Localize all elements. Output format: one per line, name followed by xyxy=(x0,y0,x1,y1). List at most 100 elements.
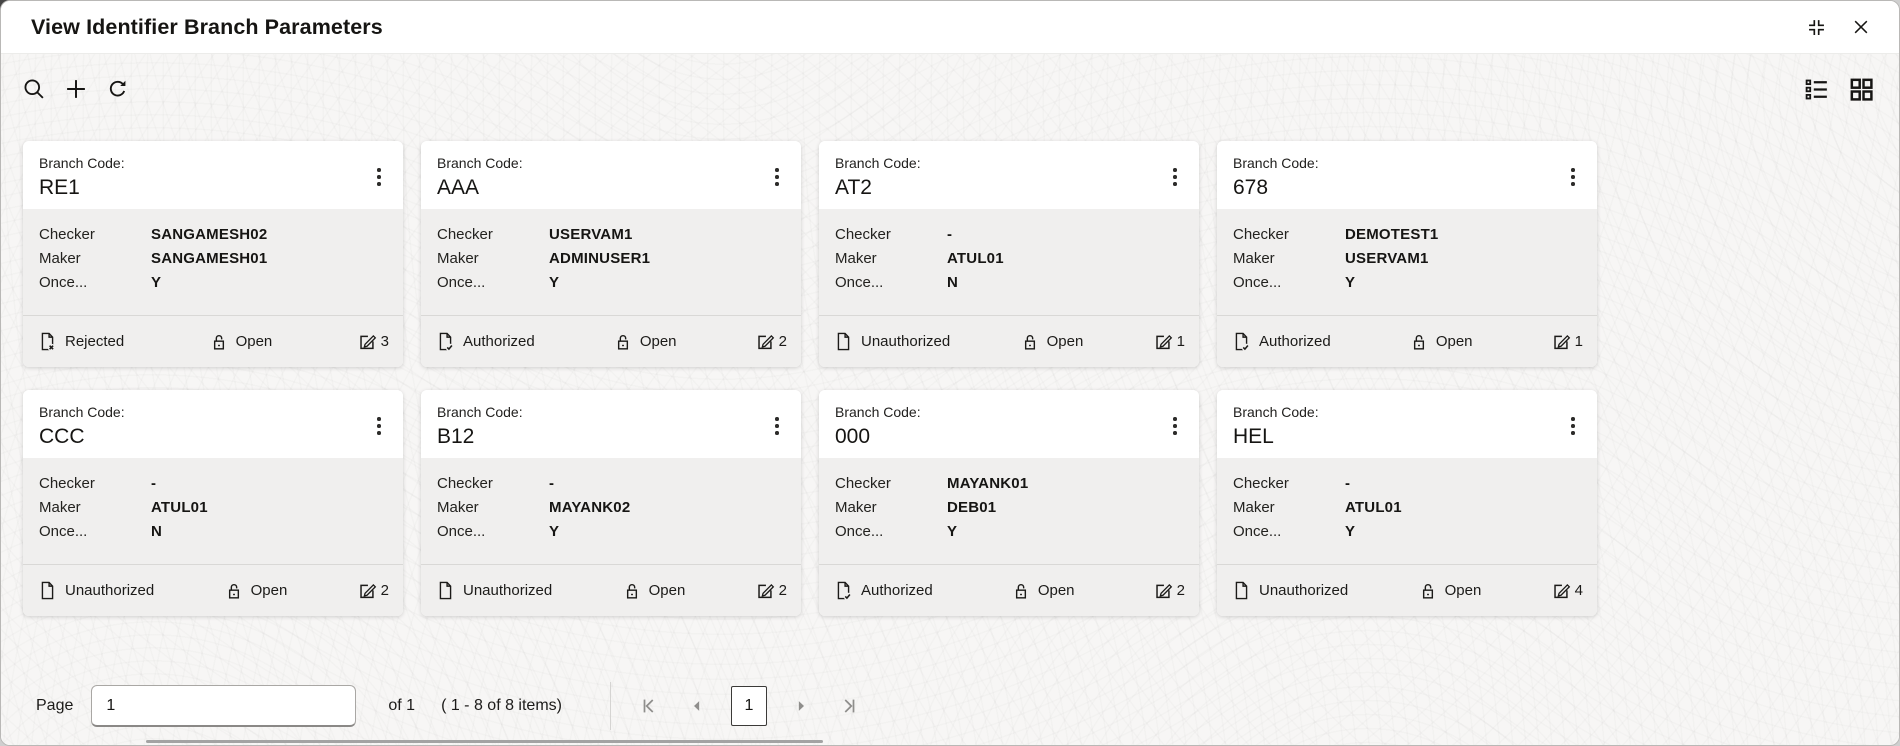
record-status-badge: Open xyxy=(1011,581,1075,601)
card-body: Checker MAYANK01 Maker DEB01 Once... Y xyxy=(819,458,1199,564)
last-page-button[interactable] xyxy=(835,693,861,719)
edit-icon xyxy=(1153,331,1174,352)
plus-icon xyxy=(63,76,89,102)
checker-row: Checker - xyxy=(1233,472,1581,496)
card-menu-button[interactable] xyxy=(369,413,389,439)
branch-code-value: CCC xyxy=(39,425,85,448)
record-status-text: Open xyxy=(1444,582,1482,599)
view-toggle xyxy=(1803,76,1875,103)
next-page-button[interactable] xyxy=(789,694,813,718)
authorization-status-text: Unauthorized xyxy=(65,582,155,599)
maker-row: Maker MAYANK02 xyxy=(437,496,785,520)
card-menu-button[interactable] xyxy=(767,413,787,439)
record-status-badge: Open xyxy=(1020,332,1083,352)
list-view-button[interactable] xyxy=(1803,76,1830,103)
card-footer: Unauthorized Open 4 xyxy=(1217,564,1597,616)
card-menu-button[interactable] xyxy=(1563,164,1583,190)
page-of-text: of 1 xyxy=(388,697,416,714)
first-page-icon xyxy=(639,695,661,717)
edit-icon xyxy=(755,331,776,352)
authorization-status-badge: Rejected xyxy=(37,331,124,352)
branch-card-AAA[interactable]: Branch Code: AAA Checker USERVAM1 Maker … xyxy=(421,141,801,367)
card-header: Branch Code: AAA xyxy=(421,141,801,209)
record-status-text: Open xyxy=(1037,582,1075,599)
once-label: Once... xyxy=(835,274,884,291)
authorization-status-text: Authorized xyxy=(861,582,933,599)
branch-card-CCC[interactable]: Branch Code: CCC Checker - Maker ATUL01 … xyxy=(23,390,403,616)
modification-count-text: 1 xyxy=(1574,333,1583,350)
toolbar-actions xyxy=(21,76,130,102)
branch-card-AT2[interactable]: Branch Code: AT2 Checker - Maker ATUL01 … xyxy=(819,141,1199,367)
branch-card-HEL[interactable]: Branch Code: HEL Checker - Maker ATUL01 … xyxy=(1217,390,1597,616)
card-header: Branch Code: 678 xyxy=(1217,141,1597,209)
card-body: Checker SANGAMESH02 Maker SANGAMESH01 On… xyxy=(23,209,403,315)
grid-view-button[interactable] xyxy=(1848,76,1875,103)
page-number-input[interactable] xyxy=(91,685,357,727)
branch-code-label: Branch Code: xyxy=(39,404,125,420)
grid-view-icon xyxy=(1848,76,1875,103)
maker-label: Maker xyxy=(437,250,479,267)
previous-page-button[interactable] xyxy=(685,694,709,718)
maker-row: Maker ATUL01 xyxy=(39,496,387,520)
horizontal-scrollbar-thumb[interactable] xyxy=(146,740,823,743)
record-status-text: Open xyxy=(235,333,273,350)
card-menu-button[interactable] xyxy=(1165,413,1185,439)
card-footer: Authorized Open 1 xyxy=(1217,315,1597,367)
close-window-button[interactable] xyxy=(1851,17,1871,37)
current-page-button[interactable]: 1 xyxy=(730,686,767,726)
authorization-status-badge: Unauthorized xyxy=(1231,580,1348,601)
list-view-icon xyxy=(1803,76,1830,103)
pagination-controls: 1 xyxy=(637,686,861,726)
checker-row: Checker DEMOTEST1 xyxy=(1233,223,1581,247)
maker-label: Maker xyxy=(835,499,877,516)
card-body: Checker - Maker MAYANK02 Once... Y xyxy=(421,458,801,564)
unlock-icon xyxy=(1020,332,1040,352)
collapse-window-button[interactable] xyxy=(1806,17,1827,38)
checker-row: Checker SANGAMESH02 xyxy=(39,223,387,247)
branch-card-RE1[interactable]: Branch Code: RE1 Checker SANGAMESH02 Mak… xyxy=(23,141,403,367)
card-menu-button[interactable] xyxy=(767,164,787,190)
record-status-badge: Open xyxy=(1409,332,1473,352)
record-status-text: Open xyxy=(648,582,686,599)
once-label: Once... xyxy=(835,523,884,540)
authorization-status-badge: Authorized xyxy=(435,331,535,352)
card-header: Branch Code: 000 xyxy=(819,390,1199,458)
first-page-button[interactable] xyxy=(637,693,663,719)
modification-count-badge: 1 xyxy=(1153,331,1185,352)
checker-label: Checker xyxy=(39,475,95,492)
modification-count-text: 1 xyxy=(1176,333,1185,350)
maker-row: Maker ATUL01 xyxy=(835,247,1183,271)
authorization-status-icon xyxy=(1231,580,1252,601)
branch-code-label: Branch Code: xyxy=(835,155,921,171)
unlock-icon xyxy=(224,581,244,601)
authorization-status-text: Unauthorized xyxy=(463,582,553,599)
authorization-status-icon xyxy=(1231,331,1252,352)
card-body: Checker DEMOTEST1 Maker USERVAM1 Once...… xyxy=(1217,209,1597,315)
cards-grid: Branch Code: RE1 Checker SANGAMESH02 Mak… xyxy=(23,141,1899,616)
branch-card-678[interactable]: Branch Code: 678 Checker DEMOTEST1 Maker… xyxy=(1217,141,1597,367)
checker-value: - xyxy=(549,475,555,492)
once-value: Y xyxy=(1345,523,1356,540)
modification-count-badge: 1 xyxy=(1551,331,1583,352)
branch-code-label: Branch Code: xyxy=(1233,404,1319,420)
refresh-button[interactable] xyxy=(105,77,130,102)
card-menu-button[interactable] xyxy=(1563,413,1583,439)
edit-icon xyxy=(357,331,378,352)
checker-value: MAYANK01 xyxy=(947,475,1029,492)
branch-card-B12[interactable]: Branch Code: B12 Checker - Maker MAYANK0… xyxy=(421,390,801,616)
card-menu-button[interactable] xyxy=(1165,164,1185,190)
branch-card-000[interactable]: Branch Code: 000 Checker MAYANK01 Maker … xyxy=(819,390,1199,616)
add-button[interactable] xyxy=(63,76,89,102)
modification-count-badge: 2 xyxy=(357,580,389,601)
once-row: Once... Y xyxy=(835,520,1183,544)
checker-row: Checker MAYANK01 xyxy=(835,472,1183,496)
search-button[interactable] xyxy=(21,76,47,102)
checker-label: Checker xyxy=(437,226,493,243)
modification-count-badge: 2 xyxy=(755,580,787,601)
maker-row: Maker ATUL01 xyxy=(1233,496,1581,520)
unlock-icon xyxy=(209,332,229,352)
modification-count-badge: 2 xyxy=(1153,580,1185,601)
once-value: Y xyxy=(1345,274,1356,291)
card-menu-button[interactable] xyxy=(369,164,389,190)
